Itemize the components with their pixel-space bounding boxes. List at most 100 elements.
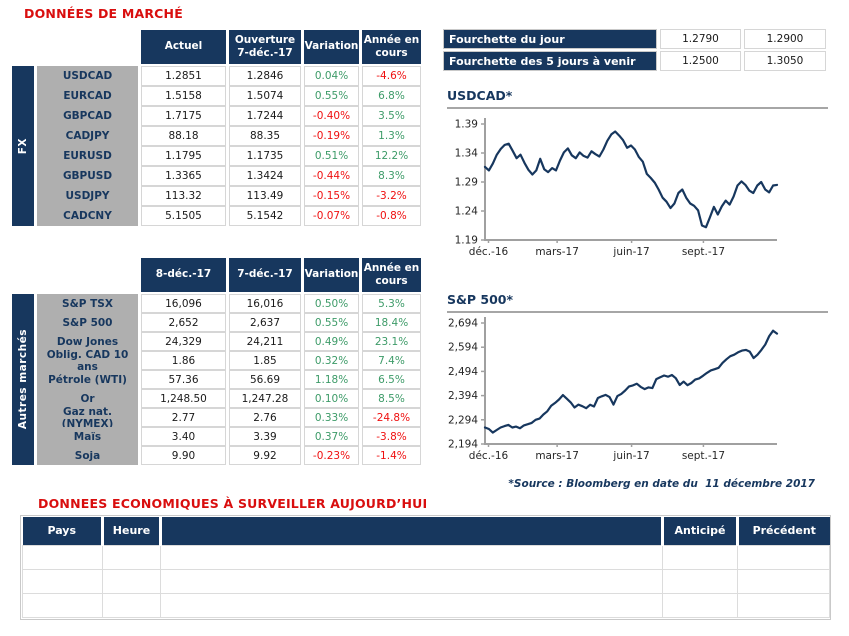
fx-row-label: EURCAD <box>37 86 138 106</box>
markets-value-current: 24,329 <box>141 332 226 351</box>
fx-value-current: 113.32 <box>141 186 226 206</box>
markets-value-variation: -0.23% <box>304 446 359 465</box>
markets-value-ytd: -3.8% <box>362 427 421 446</box>
chart-title: USDCAD* <box>447 88 513 103</box>
fx-value-ytd: 12.2% <box>362 146 421 166</box>
markets-value-ytd: 8.5% <box>362 389 421 408</box>
econ-column-header: Pays <box>22 517 104 545</box>
fx-value-open: 5.1542 <box>229 206 301 226</box>
econ-cell <box>662 568 738 594</box>
range-high-value: 1.3050 <box>744 51 826 71</box>
markets-value-variation: 0.50% <box>304 294 359 313</box>
fx-value-variation: -0.40% <box>304 106 359 126</box>
fx-value-variation: -0.44% <box>304 166 359 186</box>
fx-value-variation: 0.55% <box>304 86 359 106</box>
fx-value-open: 1.1735 <box>229 146 301 166</box>
markets-value-current: 1,248.50 <box>141 389 226 408</box>
page-title: DONNÉES DE MARCHÉ <box>24 6 183 21</box>
fx-value-ytd: -0.8% <box>362 206 421 226</box>
fx-value-variation: 0.04% <box>304 66 359 86</box>
econ-cell <box>737 568 830 594</box>
markets-value-ytd: -24.8% <box>362 408 421 427</box>
fx-value-open: 88.35 <box>229 126 301 146</box>
y-tick-label: 2,294 <box>448 414 478 426</box>
y-tick-label: 1.29 <box>455 177 478 189</box>
fx-value-variation: 0.51% <box>304 146 359 166</box>
fx-value-current: 88.18 <box>141 126 226 146</box>
sp500-chart: S&P 500* 2,194 2,294 2,394 2,494 2,594 2,694 d… <box>447 292 828 477</box>
econ-column-header: Heure <box>102 517 162 545</box>
markets-row-label: Oblig. CAD 10 ans <box>37 349 138 373</box>
econ-cell <box>160 544 663 570</box>
fx-value-open: 1.5074 <box>229 86 301 106</box>
economic-section-title: DONNEES ECONOMIQUES À SURVEILLER AUJOURD… <box>38 496 428 511</box>
markets-value-ytd: 7.4% <box>362 351 421 370</box>
markets-value-open: 24,211 <box>229 332 301 351</box>
fx-value-variation: -0.19% <box>304 126 359 146</box>
markets-group-band: Autres marchés <box>12 294 34 465</box>
markets-column-header: Année en cours <box>362 258 421 294</box>
econ-cell <box>102 568 161 594</box>
fx-value-current: 1.1795 <box>141 146 226 166</box>
econ-header-row: Pays Heure Anticipé Précédent <box>22 517 830 545</box>
markets-value-variation: 0.55% <box>304 313 359 332</box>
fx-row-label: USDCAD <box>37 66 138 86</box>
fx-row-label: GBPCAD <box>37 106 138 126</box>
markets-value-current: 2,652 <box>141 313 226 332</box>
chart-title-rule <box>447 107 828 109</box>
fx-row-label: CADCNY <box>37 206 138 226</box>
econ-cell <box>160 592 663 618</box>
fx-value-current: 1.7175 <box>141 106 226 126</box>
y-tick-label: 1.24 <box>455 206 479 218</box>
econ-cell <box>160 568 663 594</box>
usdcad-chart-canvas: 1.19 1.24 1.29 1.34 1.39 déc.-16 mars-17 juin-1… <box>455 118 779 258</box>
econ-column-header: Anticipé <box>662 517 739 545</box>
fx-value-ytd: 6.8% <box>362 86 421 106</box>
fx-value-variation: -0.15% <box>304 186 359 206</box>
y-tick-label: 1.19 <box>455 235 478 247</box>
markets-column-header: 7-déc.-17 <box>229 258 301 294</box>
fx-table: FX Actuel Ouverture 7-déc.-17 Variation Anné… <box>12 30 421 226</box>
range-low-value: 1.2500 <box>660 51 741 71</box>
econ-cell <box>22 568 103 594</box>
econ-cell <box>662 592 738 618</box>
chart-title: S&P 500* <box>447 292 514 307</box>
price-line <box>483 130 779 229</box>
fx-value-ytd: 8.3% <box>362 166 421 186</box>
economic-table: Pays Heure Anticipé Précédent <box>20 515 831 620</box>
markets-value-open: 56.69 <box>229 370 301 389</box>
x-tick-label: mars-17 <box>535 450 579 462</box>
y-tick-label: 1.34 <box>455 148 479 160</box>
econ-cell <box>737 544 830 570</box>
markets-value-variation: 0.37% <box>304 427 359 446</box>
markets-value-variation: 1.18% <box>304 370 359 389</box>
y-tick-label: 2,494 <box>448 366 478 378</box>
chart-title-rule <box>447 311 828 313</box>
markets-value-current: 1.86 <box>141 351 226 370</box>
fx-row-label: GBPUSD <box>37 166 138 186</box>
markets-value-variation: 0.10% <box>304 389 359 408</box>
econ-row <box>22 568 830 594</box>
x-tick-label: déc.-16 <box>469 246 509 258</box>
markets-value-open: 2,637 <box>229 313 301 332</box>
markets-value-ytd: -1.4% <box>362 446 421 465</box>
range-table: Fourchette du jour 1.2790 1.2900 Fourche… <box>443 29 826 71</box>
fx-row-label: EURUSD <box>37 146 138 166</box>
fx-group-band: FX <box>12 66 34 226</box>
y-tick-label: 2,694 <box>448 318 478 330</box>
fx-column-header: Ouverture 7-déc.-17 <box>229 30 301 66</box>
x-tick-label: sept.-17 <box>682 246 725 258</box>
fx-row-label: CADJPY <box>37 126 138 146</box>
fx-value-ytd: -4.6% <box>362 66 421 86</box>
fx-value-current: 5.1505 <box>141 206 226 226</box>
markets-value-ytd: 5.3% <box>362 294 421 313</box>
fx-group-label: FX <box>17 137 29 155</box>
markets-value-current: 16,096 <box>141 294 226 313</box>
x-tick-label: juin-17 <box>612 450 649 462</box>
markets-row-label: Or <box>37 389 138 408</box>
fx-value-current: 1.5158 <box>141 86 226 106</box>
fx-value-open: 1.7244 <box>229 106 301 126</box>
source-note: *Source : Bloomberg en date du 11 décemb… <box>508 478 815 490</box>
x-tick-label: sept.-17 <box>682 450 725 462</box>
x-tick-label: mars-17 <box>535 246 579 258</box>
